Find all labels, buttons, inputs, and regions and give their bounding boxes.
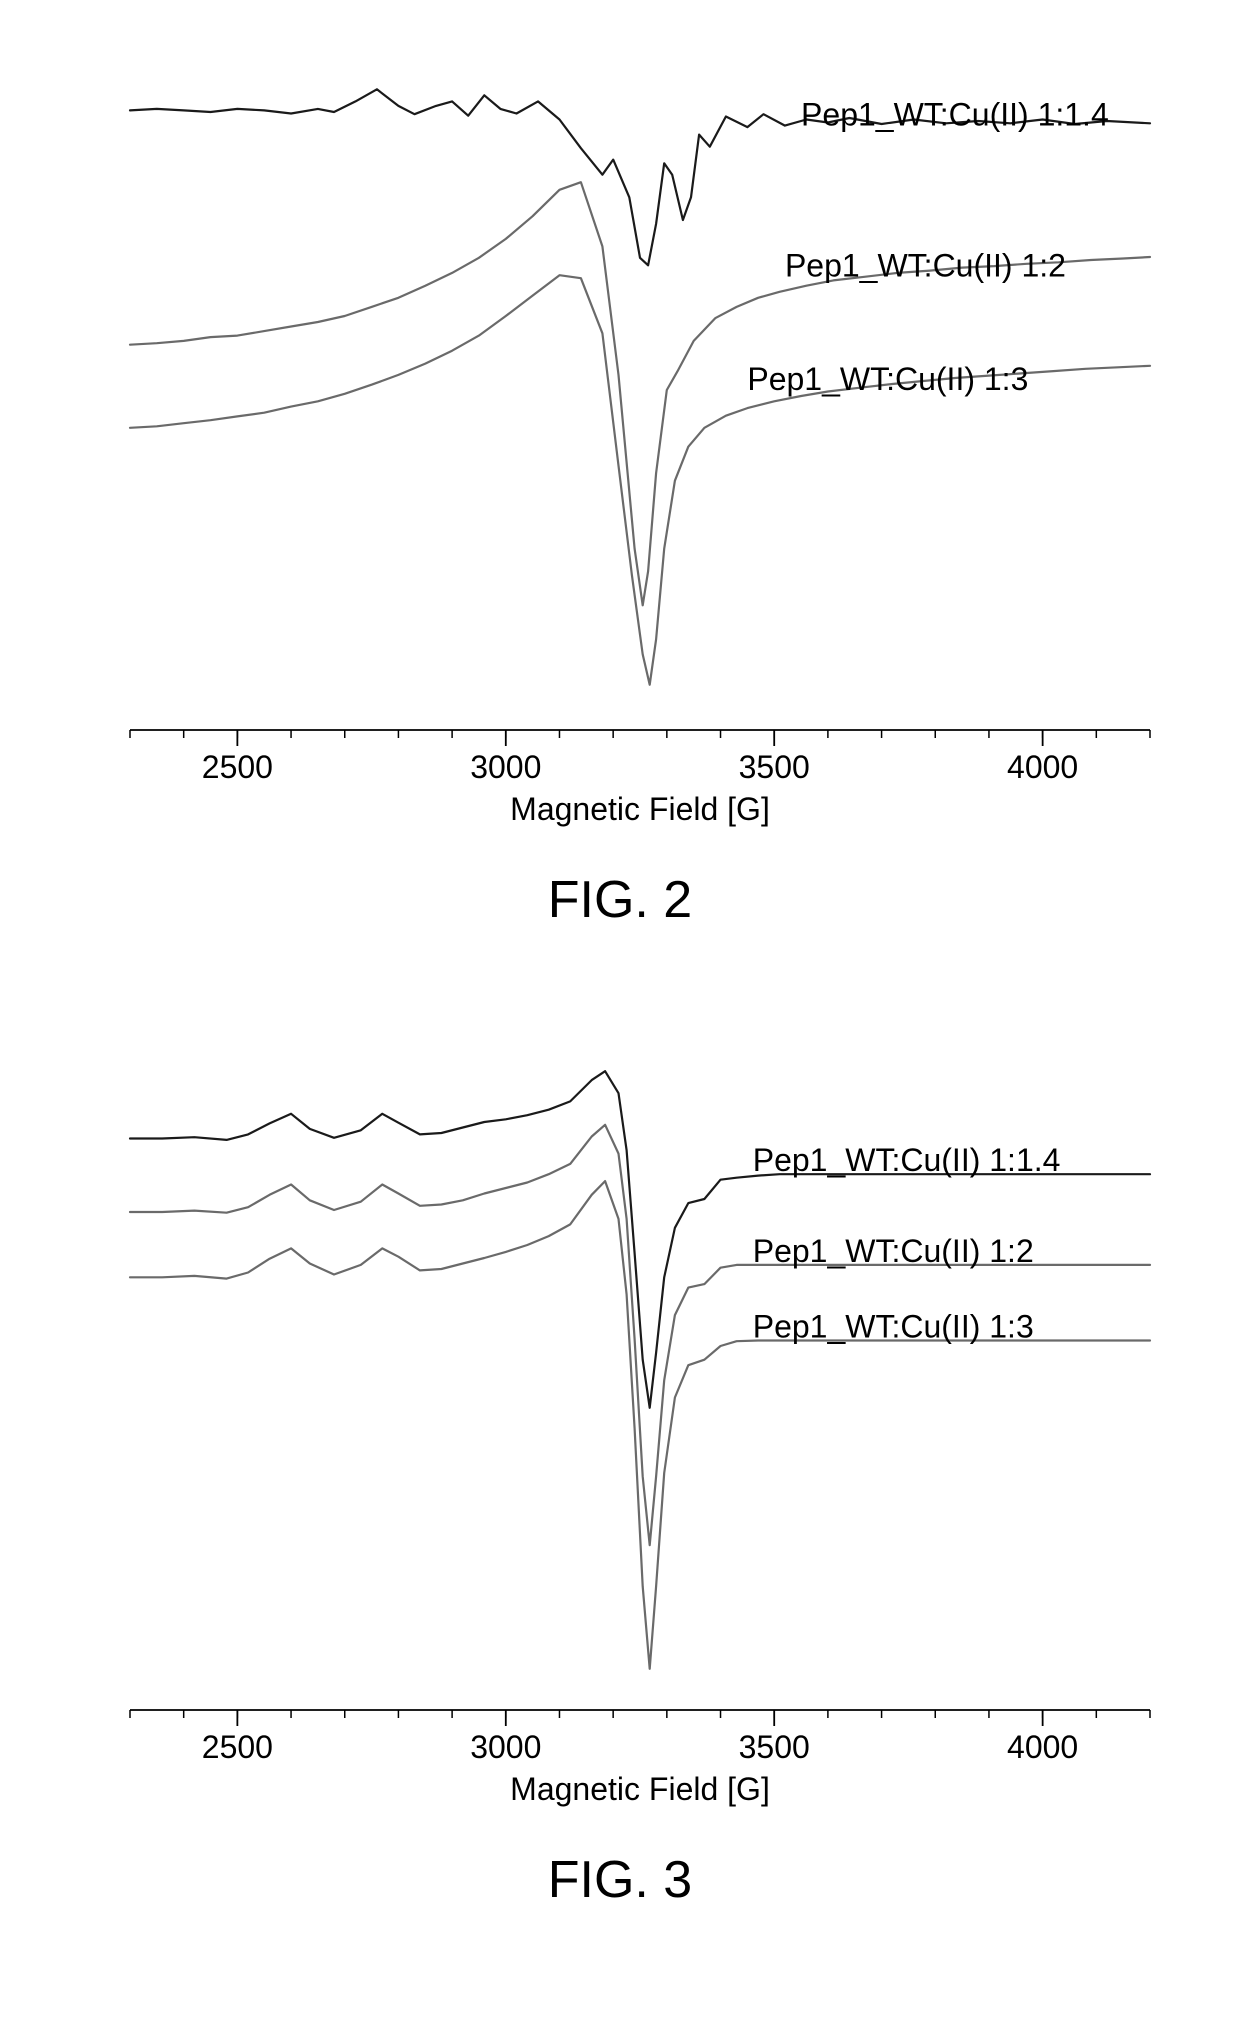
figure-3-caption: FIG. 3 [0,1850,1240,1910]
series-label: Pep1_WT:Cu(II) 1:3 [747,361,1028,397]
x-tick-label: 3500 [739,749,810,785]
series-label: Pep1_WT:Cu(II) 1:1.4 [801,97,1109,133]
series-label: Pep1_WT:Cu(II) 1:3 [753,1309,1034,1345]
page: Pep1_WT:Cu(II) 1:1.4 Pep1_WT:Cu(II) 1:2 Pe… [0,0,1240,2032]
x-axis-label: Magnetic Field [G] [510,1771,770,1807]
x-tick-label: 2500 [202,749,273,785]
x-tick-label: 2500 [202,1729,273,1765]
series-label: Pep1_WT:Cu(II) 1:1.4 [753,1142,1061,1178]
figure-3-chart: Pep1_WT:Cu(II) 1:1.4 Pep1_WT:Cu(II) 1:2 Pe… [70,1010,1170,1810]
x-tick-label: 3000 [470,749,541,785]
x-tick-label: 4000 [1007,1729,1078,1765]
figure-2-chart: Pep1_WT:Cu(II) 1:1.4 Pep1_WT:Cu(II) 1:2 Pe… [70,30,1170,830]
figure-2-caption: FIG. 2 [0,870,1240,930]
x-tick-label: 3500 [739,1729,810,1765]
figure-2-panel: Pep1_WT:Cu(II) 1:1.4 Pep1_WT:Cu(II) 1:2 Pe… [70,30,1170,830]
series-label: Pep1_WT:Cu(II) 1:2 [785,248,1066,284]
figure-3-panel: Pep1_WT:Cu(II) 1:1.4 Pep1_WT:Cu(II) 1:2 Pe… [70,1010,1170,1810]
x-axis-label: Magnetic Field [G] [510,791,770,827]
spectrum-trace [130,275,1150,685]
x-tick-label: 4000 [1007,749,1078,785]
x-tick-label: 3000 [470,1729,541,1765]
series-label: Pep1_WT:Cu(II) 1:2 [753,1233,1034,1269]
